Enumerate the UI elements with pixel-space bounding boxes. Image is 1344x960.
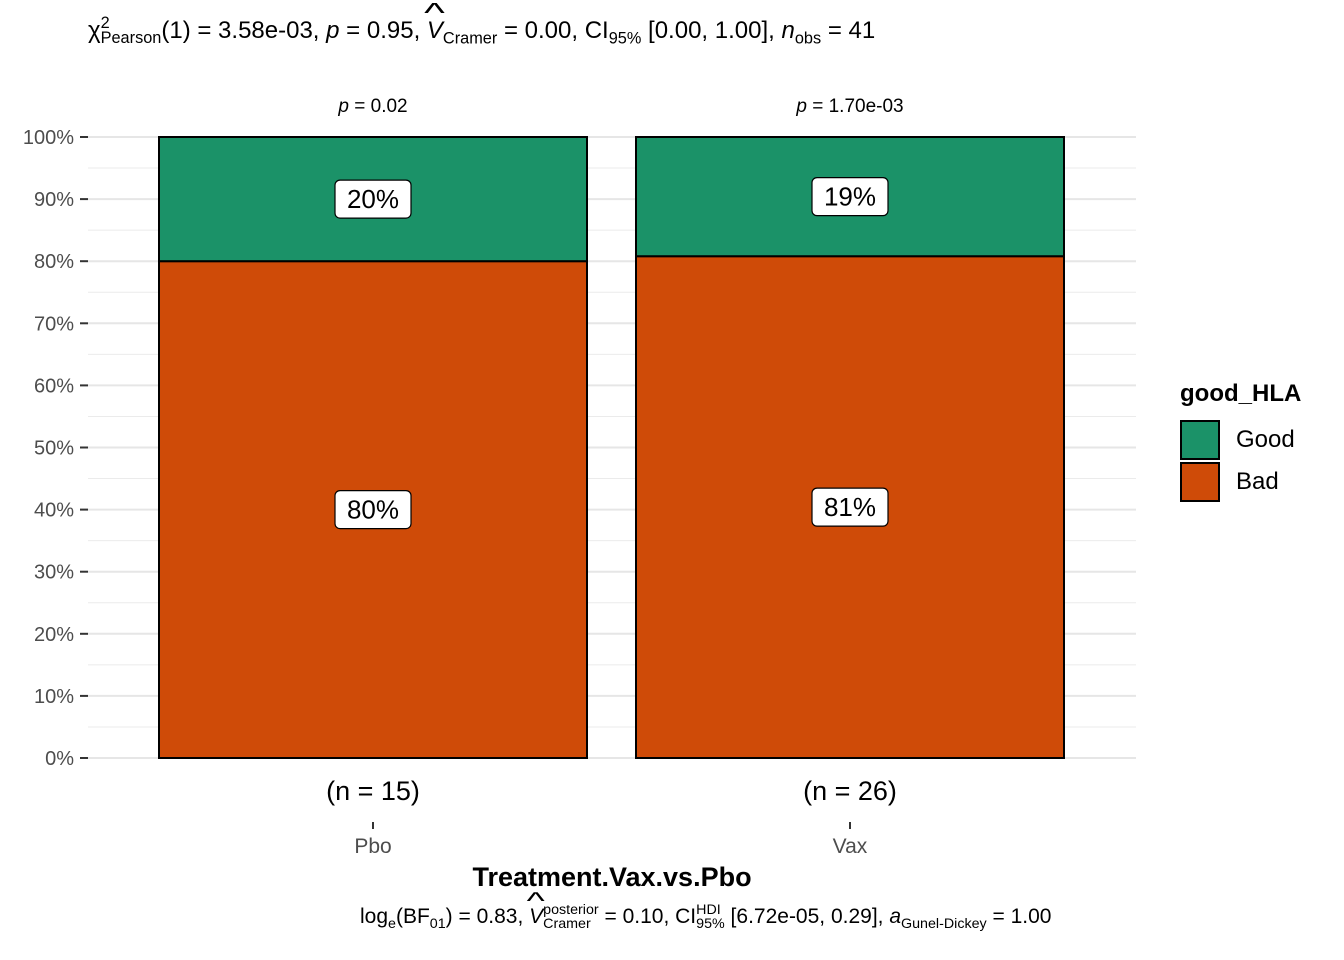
y-tick-label: 30% bbox=[34, 562, 74, 584]
y-tick-label: 80% bbox=[34, 251, 74, 273]
category-count: (n = 15) bbox=[326, 776, 420, 806]
data-label: 19% bbox=[824, 182, 876, 212]
y-tick-label: 20% bbox=[34, 624, 74, 646]
legend-title: good_HLA bbox=[1180, 380, 1302, 407]
data-label: 81% bbox=[824, 492, 876, 522]
data-label: 80% bbox=[347, 495, 399, 525]
legend-item-bad: Bad bbox=[1180, 462, 1301, 502]
legend-swatch-good bbox=[1180, 420, 1220, 460]
data-label-box bbox=[334, 179, 412, 219]
legend-label-bad: Bad bbox=[1236, 468, 1279, 495]
y-tick-label: 70% bbox=[34, 313, 74, 335]
data-label-box bbox=[811, 177, 889, 217]
group-pvalue: p = 0.02 bbox=[337, 96, 407, 117]
data-label: 20% bbox=[347, 184, 399, 214]
y-tick-label: 10% bbox=[34, 686, 74, 708]
y-tick-label: 0% bbox=[45, 748, 74, 770]
legend-label-good: Good bbox=[1236, 426, 1295, 453]
legend-swatch-bad bbox=[1180, 462, 1220, 502]
y-tick-label: 100% bbox=[23, 127, 74, 149]
y-tick-label: 40% bbox=[34, 500, 74, 522]
category-count: (n = 26) bbox=[803, 776, 897, 806]
group-pvalue: p = 1.70e-03 bbox=[795, 96, 903, 117]
x-tick-label: Vax bbox=[833, 835, 868, 858]
data-label-box bbox=[334, 490, 412, 530]
legend-item-good: Good bbox=[1180, 420, 1301, 460]
x-axis-title: Treatment.Vax.vs.Pbo bbox=[472, 862, 751, 892]
data-label-box bbox=[811, 487, 889, 527]
y-tick-label: 50% bbox=[34, 438, 74, 460]
y-tick-label: 90% bbox=[34, 189, 74, 211]
x-tick-label: Pbo bbox=[354, 835, 391, 858]
y-tick-label: 60% bbox=[34, 375, 74, 397]
chart-legend: good_HLA Good Bad bbox=[1180, 380, 1301, 504]
